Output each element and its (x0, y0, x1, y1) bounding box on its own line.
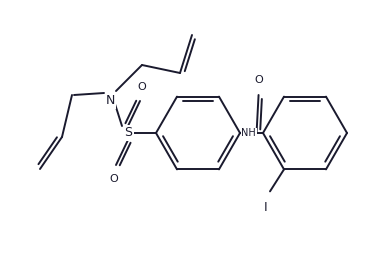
Text: NH: NH (241, 128, 256, 138)
Text: S: S (124, 127, 132, 140)
Text: O: O (254, 75, 263, 85)
Text: I: I (264, 201, 268, 214)
Text: N: N (105, 95, 115, 108)
Text: O: O (110, 174, 118, 184)
Text: O: O (138, 82, 146, 92)
